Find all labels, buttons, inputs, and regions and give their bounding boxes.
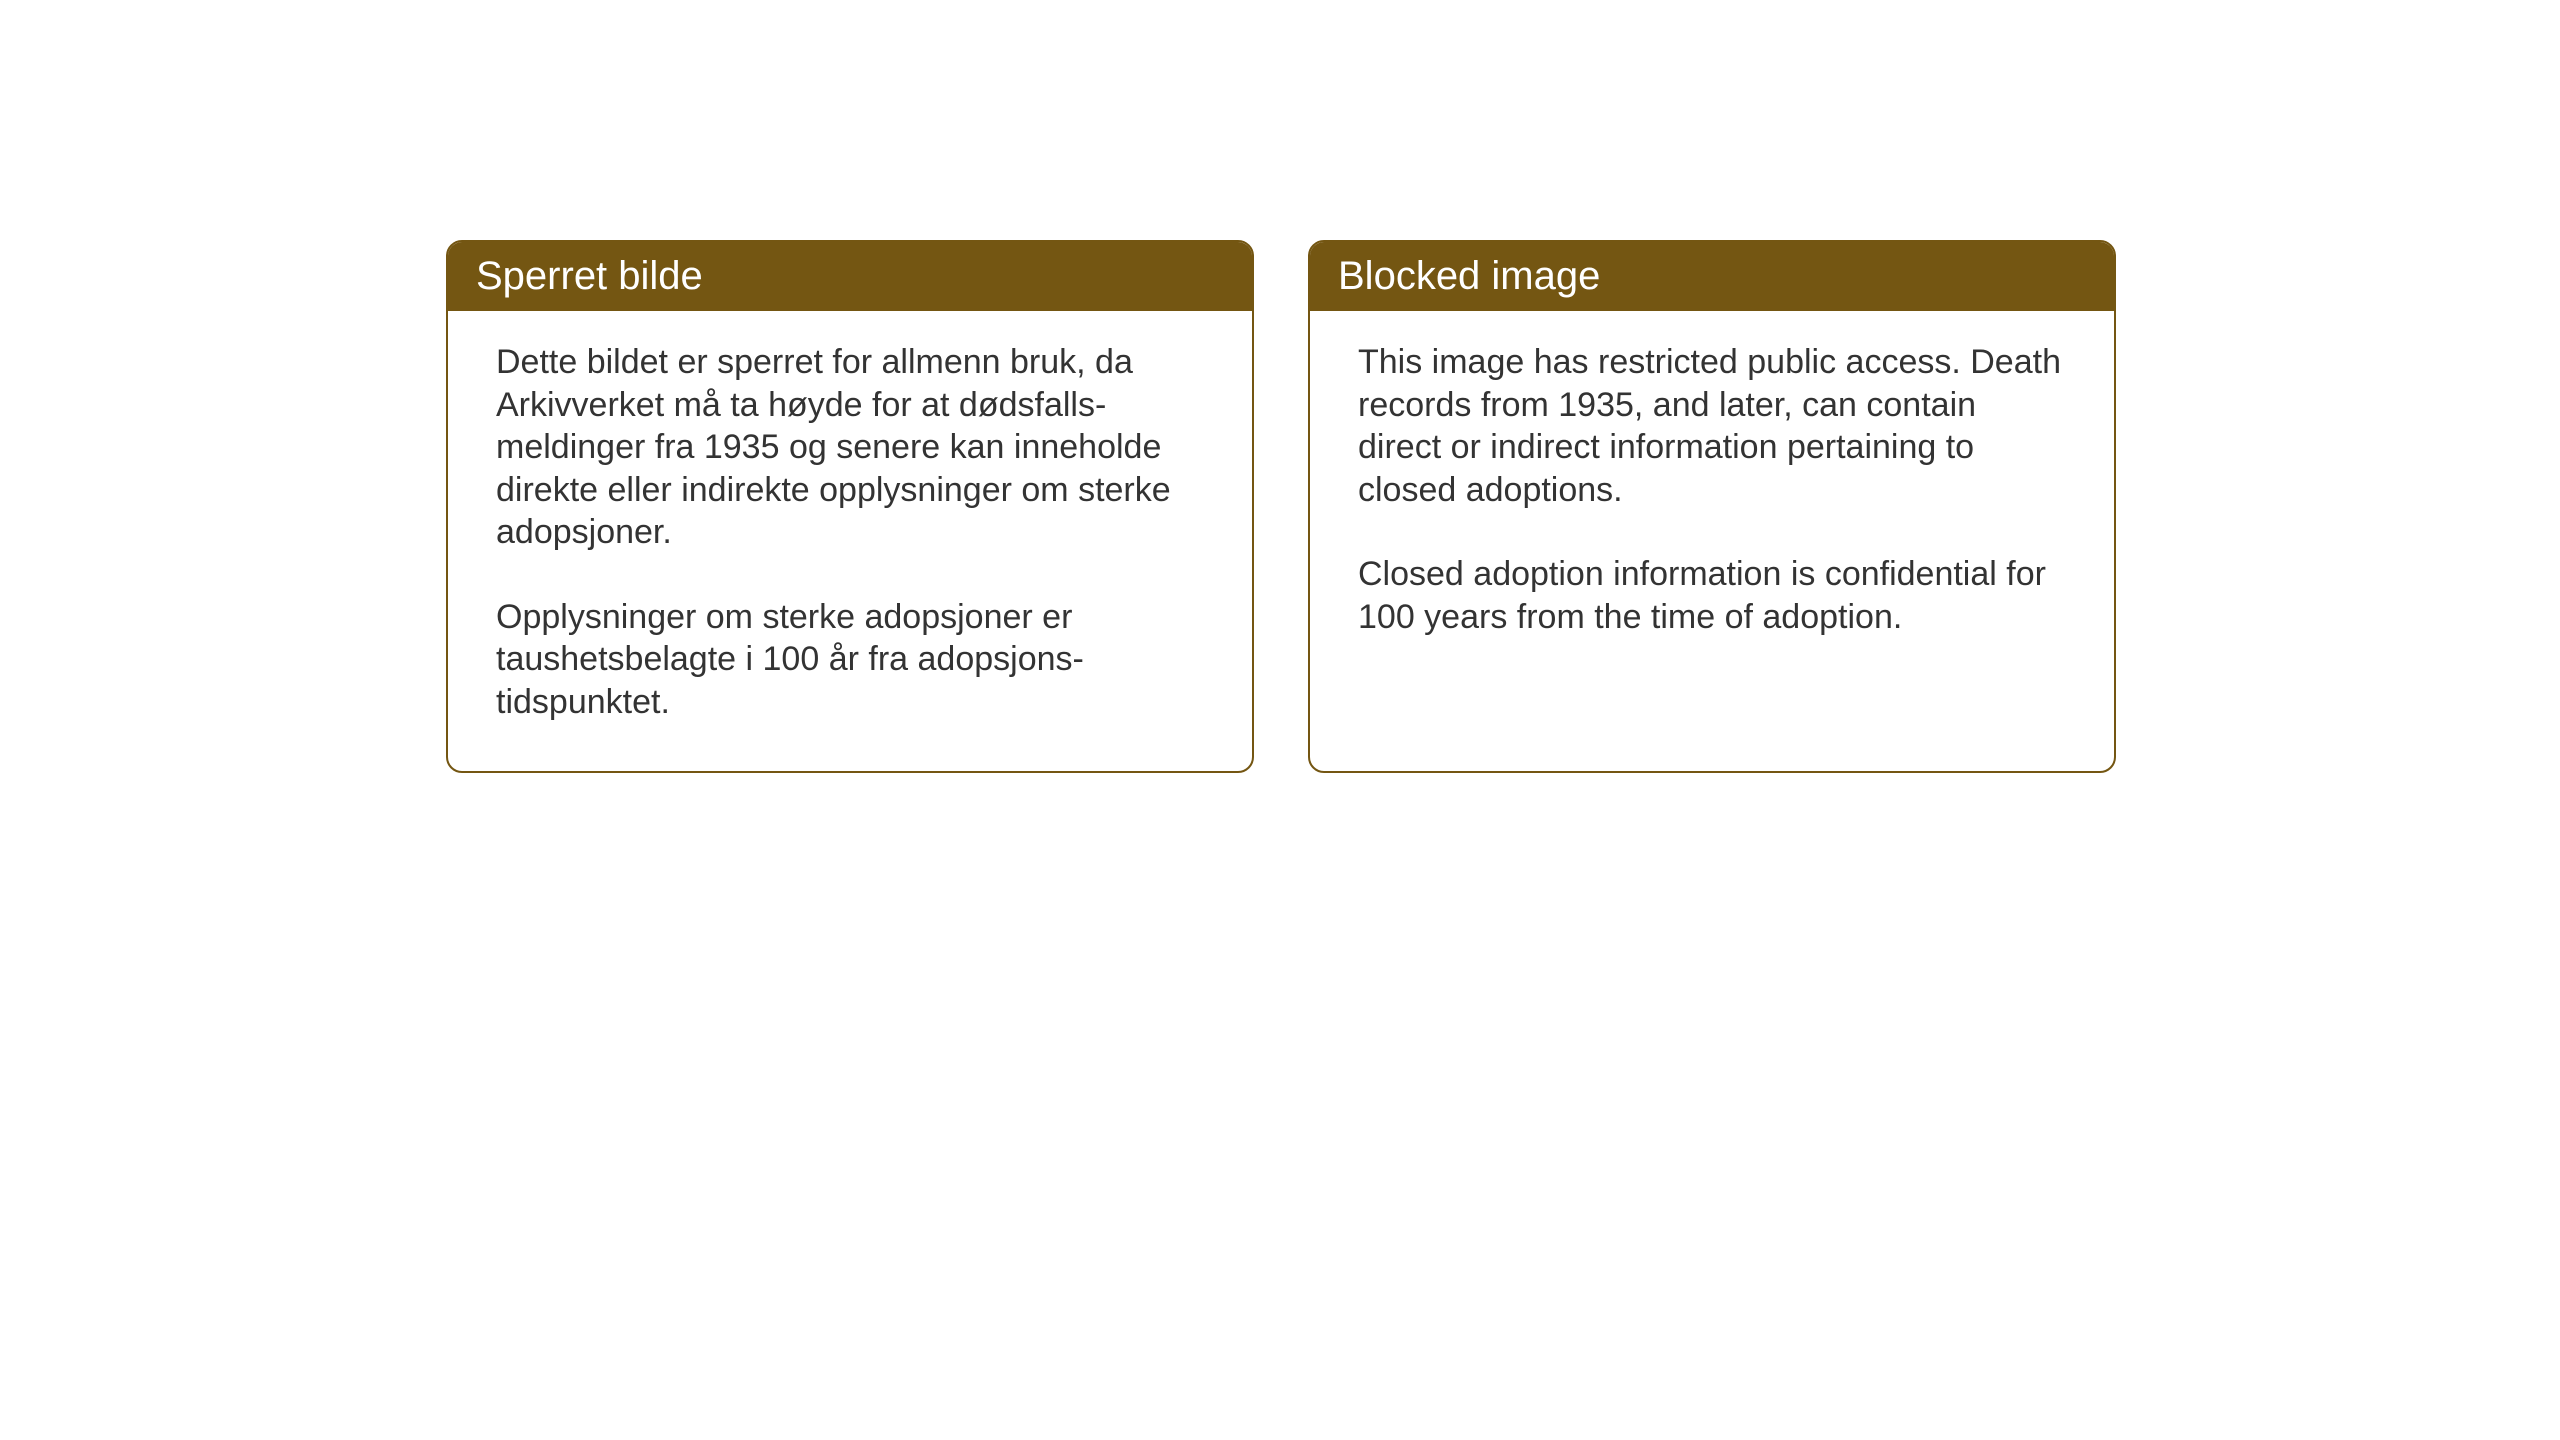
notice-header-english: Blocked image <box>1310 242 2114 311</box>
notice-paragraph-1-norwegian: Dette bildet er sperret for allmenn bruk… <box>496 341 1204 554</box>
notice-body-norwegian: Dette bildet er sperret for allmenn bruk… <box>448 311 1252 771</box>
notice-title-english: Blocked image <box>1338 254 1600 298</box>
notice-header-norwegian: Sperret bilde <box>448 242 1252 311</box>
notice-paragraph-2-english: Closed adoption information is confident… <box>1358 553 2066 638</box>
notice-title-norwegian: Sperret bilde <box>476 254 703 298</box>
notice-paragraph-2-norwegian: Opplysninger om sterke adopsjoner er tau… <box>496 596 1204 724</box>
notice-body-english: This image has restricted public access.… <box>1310 311 2114 731</box>
notice-box-norwegian: Sperret bilde Dette bildet er sperret fo… <box>446 240 1254 773</box>
notice-box-english: Blocked image This image has restricted … <box>1308 240 2116 773</box>
notice-paragraph-1-english: This image has restricted public access.… <box>1358 341 2066 511</box>
notice-container: Sperret bilde Dette bildet er sperret fo… <box>0 0 2560 773</box>
